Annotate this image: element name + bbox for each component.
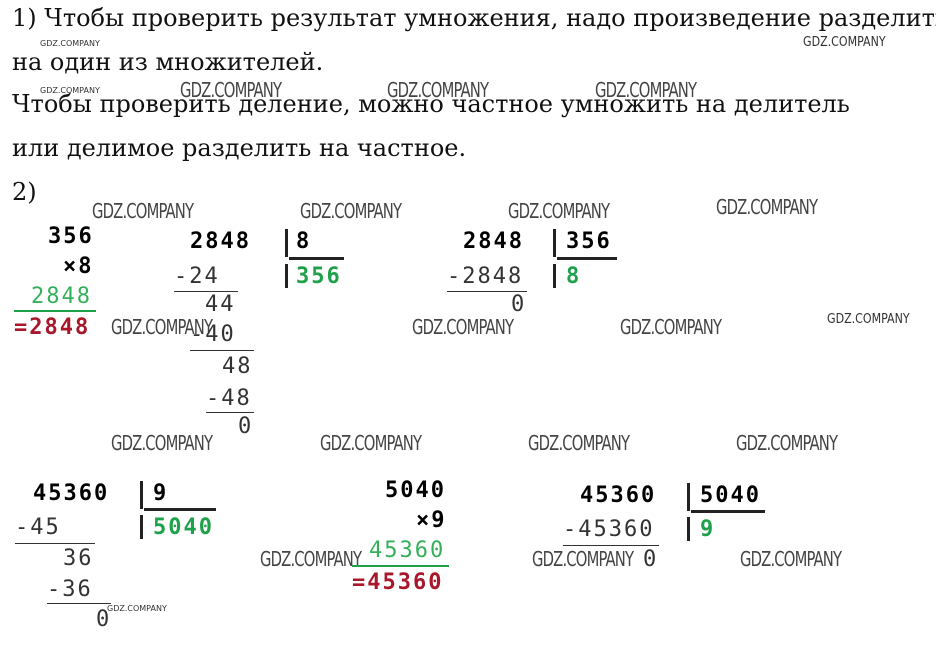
watermark: GDZ.COMPANY: [260, 547, 362, 571]
quotient: 8: [566, 264, 582, 289]
remainder-1: 36: [63, 546, 94, 571]
watermark: GDZ.COMPANY: [716, 195, 818, 219]
product-line: [352, 565, 449, 567]
watermark: GDZ.COMPANY: [595, 78, 697, 102]
divisor-line: [691, 510, 765, 513]
result: =2848: [14, 315, 91, 340]
quotient: 9: [700, 517, 716, 542]
divisor-line: [144, 508, 216, 511]
product: 45360: [369, 538, 446, 563]
divisor: 9: [153, 481, 169, 506]
dividend: 45360: [580, 483, 657, 508]
remainder-2: 48: [222, 354, 253, 379]
watermark: GDZ.COMPANY: [736, 431, 838, 455]
text-line-3: Чтобы проверить деление, можно частное у…: [12, 90, 850, 118]
watermark: GDZ.COMPANY: [532, 547, 634, 571]
result: =45360: [352, 570, 444, 595]
subtrahend-1: -45: [15, 515, 61, 540]
watermark: GDZ.COMPANY: [528, 431, 630, 455]
divisor: 5040: [700, 483, 761, 508]
multiplier: ×9: [416, 508, 447, 533]
multiplicand: 356: [48, 224, 94, 249]
watermark: GDZ.COMPANY: [92, 199, 194, 223]
product-line: [14, 310, 96, 312]
subtrahend-1: -24: [174, 264, 220, 289]
watermark: GDZ.COMPANY: [387, 78, 489, 102]
quotient: 356: [296, 264, 342, 289]
watermark: GDZ.COMPANY: [111, 315, 213, 339]
dividend: 2848: [463, 229, 524, 254]
watermark: GDZ.COMPANY: [40, 86, 100, 95]
watermark: GDZ.COMPANY: [300, 199, 402, 223]
watermark: GDZ.COMPANY: [508, 199, 610, 223]
remainder-2: 0: [96, 607, 112, 632]
remainder-1: 44: [205, 292, 236, 317]
dividend: 2848: [190, 229, 251, 254]
division-bar: [553, 264, 556, 288]
watermark: GDZ.COMPANY: [412, 315, 514, 339]
watermark: GDZ.COMPANY: [180, 78, 282, 102]
watermark: GDZ.COMPANY: [740, 547, 842, 571]
subtrahend-2: -40: [190, 322, 236, 347]
watermark: GDZ.COMPANY: [803, 35, 886, 50]
watermark: GDZ.COMPANY: [40, 39, 100, 48]
divisor-line: [557, 257, 617, 260]
divisor: 356: [566, 229, 612, 254]
division-bar: [285, 264, 288, 288]
text-line-2: на один из множителей.: [12, 48, 324, 76]
subtrahend-3: -48: [206, 386, 252, 411]
division-bar: [140, 515, 143, 539]
remainder-1: 0: [643, 547, 659, 572]
watermark: GDZ.COMPANY: [827, 312, 910, 327]
multiplicand: 5040: [385, 478, 446, 503]
quotient: 5040: [153, 515, 214, 540]
subtrahend-1: -45360: [563, 517, 655, 542]
divisor-line: [289, 257, 344, 260]
divisor: 8: [296, 229, 312, 254]
division-bar: [140, 481, 143, 509]
subtrahend-1: -2848: [447, 264, 524, 289]
remainder-3: 0: [238, 414, 254, 439]
text-line-1: 1) Чтобы проверить результат умножения, …: [12, 4, 936, 32]
subtrahend-2: -36: [47, 577, 93, 602]
watermark: GDZ.COMPANY: [320, 431, 422, 455]
product: 2848: [31, 284, 92, 309]
division-bar: [285, 229, 288, 257]
text-line-4: или делимое разделить на частное.: [12, 134, 467, 162]
division-bar: [687, 483, 690, 511]
watermark: GDZ.COMPANY: [107, 604, 167, 613]
remainder-1: 0: [511, 292, 527, 317]
watermark: GDZ.COMPANY: [620, 315, 722, 339]
watermark: GDZ.COMPANY: [111, 431, 213, 455]
dividend: 45360: [33, 481, 110, 506]
multiplier: ×8: [63, 254, 94, 279]
division-bar: [687, 517, 690, 541]
division-bar: [553, 229, 556, 257]
section-label-2: 2): [12, 178, 37, 206]
